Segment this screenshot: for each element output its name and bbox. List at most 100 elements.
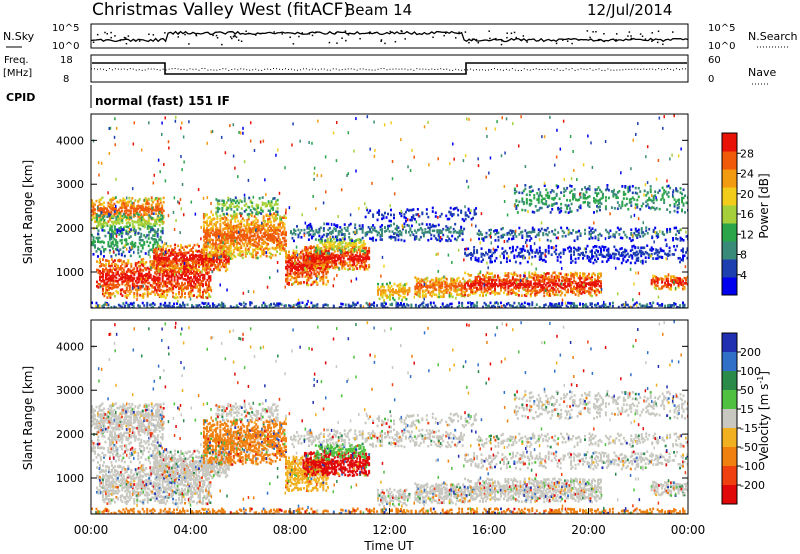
power-cell: [200, 280, 203, 283]
power-cell: [547, 272, 550, 275]
power-cell: [420, 278, 423, 281]
power-cell: [439, 290, 442, 293]
power-cell: [445, 281, 448, 285]
nave-point: [452, 69, 454, 71]
power-cell: [109, 226, 112, 230]
power-cell: [335, 254, 338, 257]
nsky-frame: [90, 23, 689, 49]
power-cell: [151, 284, 154, 288]
power-cell: [199, 257, 202, 261]
nsearch-point: [221, 43, 223, 46]
power-cell: [310, 228, 313, 232]
power-cell: [139, 220, 142, 223]
power-cell: [110, 279, 113, 282]
power-cell: [357, 261, 360, 265]
power-cell: [271, 215, 274, 219]
power-cell: [255, 241, 258, 244]
power-cell: [401, 227, 404, 231]
power-cell: [139, 274, 142, 278]
nave-point: [231, 68, 233, 70]
power-cell: [126, 232, 129, 236]
power-cell: [362, 246, 365, 250]
power-cell: [190, 249, 193, 253]
power-cell: [172, 295, 175, 299]
power-cell: [109, 278, 112, 281]
power-cell: [529, 289, 532, 293]
power-cell: [225, 238, 228, 242]
power-cell: [160, 213, 163, 217]
power-cell: [100, 264, 103, 268]
power-cell: [163, 265, 166, 268]
power-cell: [151, 290, 154, 293]
power-cell: [302, 258, 305, 261]
power-cell: [125, 229, 128, 233]
power-cell: [277, 232, 280, 236]
power-cell: [112, 230, 115, 233]
power-cell: [436, 295, 439, 299]
nave-point: [258, 69, 260, 71]
power-cell: [163, 280, 166, 283]
power-cell: [229, 214, 232, 217]
power-cell: [329, 254, 332, 257]
power-cell: [550, 274, 553, 278]
power-cell: [202, 229, 205, 232]
power-cell: [261, 228, 264, 231]
power-cell: [305, 281, 308, 285]
power-cell: [131, 242, 134, 246]
power-cell: [248, 196, 251, 200]
power-cell: [235, 224, 238, 228]
power-cell: [128, 230, 131, 233]
power-cell: [290, 283, 293, 286]
nave-point: [362, 68, 364, 70]
power-cell: [115, 279, 118, 283]
power-cell: [393, 298, 396, 302]
power-cell: [329, 257, 332, 261]
power-cell: [178, 251, 181, 255]
power-cell: [136, 278, 139, 281]
power-cell: [582, 290, 585, 294]
power-cell: [252, 254, 255, 257]
power-cell: [189, 269, 192, 272]
power-cell: [209, 288, 212, 291]
power-cell: [194, 254, 197, 257]
power-cell: [203, 274, 206, 277]
power-cell: [547, 281, 550, 285]
nsearch-point: [315, 31, 317, 33]
power-cell: [351, 239, 354, 242]
power-cell: [223, 252, 226, 256]
power-cell: [357, 248, 360, 252]
power-cell: [552, 286, 555, 290]
power-cell: [155, 238, 158, 242]
power-cell: [336, 249, 339, 253]
power-cell: [434, 224, 437, 228]
power-cell: [161, 295, 164, 298]
power-cell: [136, 281, 139, 285]
power-cell: [358, 245, 361, 249]
power-cell: [142, 260, 145, 264]
nave-point: [446, 68, 448, 70]
nave-point: [544, 68, 546, 70]
power-cell: [392, 216, 395, 220]
power-cell: [204, 214, 207, 218]
power-cell: [565, 278, 568, 282]
power-cell: [343, 226, 346, 230]
power-cell: [125, 206, 128, 210]
power-cell: [154, 288, 157, 292]
power-cell: [98, 220, 101, 224]
power-cell: [215, 257, 218, 261]
power-cell: [247, 222, 250, 226]
beam-label: Beam 14: [345, 1, 412, 19]
power-cell: [415, 235, 418, 238]
power-cell: [507, 276, 510, 279]
power-cell: [483, 275, 486, 278]
power-cell: [442, 233, 445, 237]
power-cell: [516, 292, 519, 296]
power-cell: [121, 270, 124, 274]
power-cell: [161, 222, 164, 226]
power-cell: [327, 222, 330, 226]
power-cell: [218, 260, 221, 264]
power-cell: [388, 224, 391, 228]
power-cell: [345, 251, 348, 254]
power-cell: [157, 262, 160, 265]
